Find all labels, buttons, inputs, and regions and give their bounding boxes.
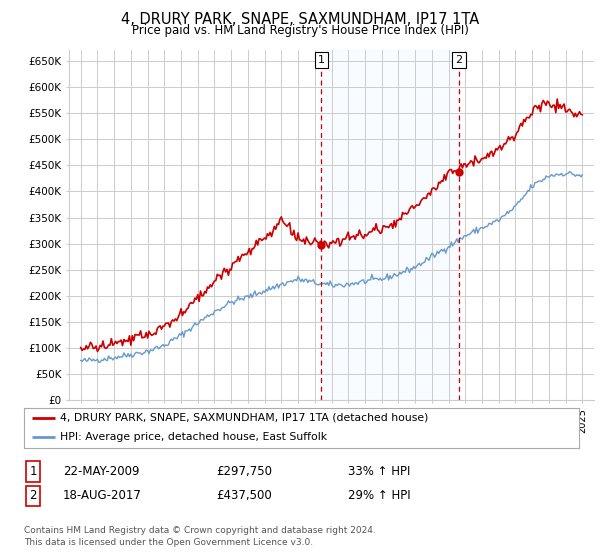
Text: £297,750: £297,750	[216, 465, 272, 478]
Text: 4, DRURY PARK, SNAPE, SAXMUNDHAM, IP17 1TA (detached house): 4, DRURY PARK, SNAPE, SAXMUNDHAM, IP17 1…	[60, 413, 428, 423]
Text: £437,500: £437,500	[216, 489, 272, 502]
Text: 22-MAY-2009: 22-MAY-2009	[63, 465, 139, 478]
Text: 18-AUG-2017: 18-AUG-2017	[63, 489, 142, 502]
Text: Contains HM Land Registry data © Crown copyright and database right 2024.
This d: Contains HM Land Registry data © Crown c…	[24, 526, 376, 547]
Bar	[322, 50, 459, 400]
Text: 2: 2	[29, 489, 37, 502]
Text: 29% ↑ HPI: 29% ↑ HPI	[348, 489, 410, 502]
Text: 2: 2	[455, 55, 463, 65]
Text: 33% ↑ HPI: 33% ↑ HPI	[348, 465, 410, 478]
Text: HPI: Average price, detached house, East Suffolk: HPI: Average price, detached house, East…	[60, 432, 327, 442]
Text: 4, DRURY PARK, SNAPE, SAXMUNDHAM, IP17 1TA: 4, DRURY PARK, SNAPE, SAXMUNDHAM, IP17 1…	[121, 12, 479, 27]
Text: 1: 1	[318, 55, 325, 65]
Text: 1: 1	[29, 465, 37, 478]
Text: Price paid vs. HM Land Registry's House Price Index (HPI): Price paid vs. HM Land Registry's House …	[131, 24, 469, 37]
